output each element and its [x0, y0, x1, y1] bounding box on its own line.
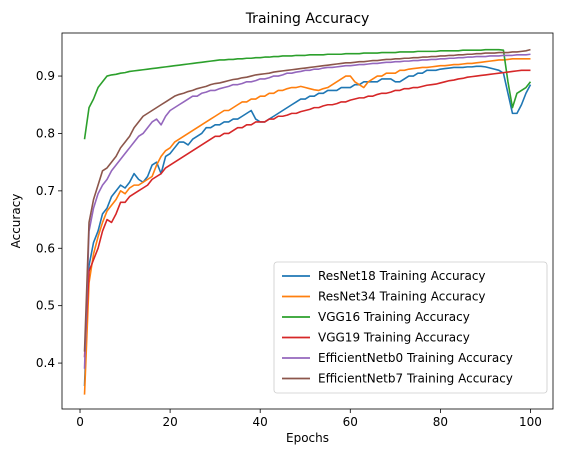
series-line-4: [83, 53, 531, 369]
y-axis-title: Accuracy: [9, 194, 23, 249]
x-tick-label: 0: [76, 415, 84, 429]
series-line-3: [83, 69, 531, 358]
series-line-5: [83, 48, 531, 352]
y-tick-label: 0.5: [36, 299, 55, 313]
x-tick-label: 40: [253, 415, 268, 429]
y-tick-label: 0.8: [36, 126, 55, 140]
legend: ResNet18 Training Accuracy ResNet34 Train…: [273, 261, 548, 394]
legend-label: VGG16 Training Accuracy: [318, 310, 470, 324]
series-line-2: [83, 48, 532, 140]
x-axis-title: Epochs: [286, 431, 329, 445]
chart-title: Training Accuracy: [245, 11, 370, 27]
y-tick-label: 0.9: [36, 69, 55, 83]
y-axis: 0.4 0.5 0.6 0.7 0.8 0.9: [36, 69, 62, 370]
x-tick-label: 60: [343, 415, 358, 429]
x-axis: 0 20 40 60 80 100: [76, 409, 542, 429]
plot-frame: [61, 32, 554, 410]
legend-label: VGG19 Training Accuracy: [318, 331, 470, 345]
x-tick-label: 100: [519, 415, 542, 429]
x-tick-label: 80: [433, 415, 448, 429]
legend-label: ResNet34 Training Accuracy: [318, 290, 486, 304]
series-layer: [83, 48, 532, 395]
legend-label: EfficientNetb7 Training Accuracy: [318, 372, 513, 386]
legend-label: ResNet18 Training Accuracy: [318, 269, 486, 283]
series-line-1: [83, 58, 531, 395]
y-tick-label: 0.6: [36, 241, 55, 255]
series-line-0: [83, 65, 532, 387]
y-tick-label: 0.7: [36, 184, 55, 198]
x-tick-label: 20: [162, 415, 177, 429]
legend-label: EfficientNetb0 Training Accuracy: [318, 351, 513, 365]
y-tick-label: 0.4: [36, 356, 55, 370]
legend-box: [273, 261, 548, 394]
